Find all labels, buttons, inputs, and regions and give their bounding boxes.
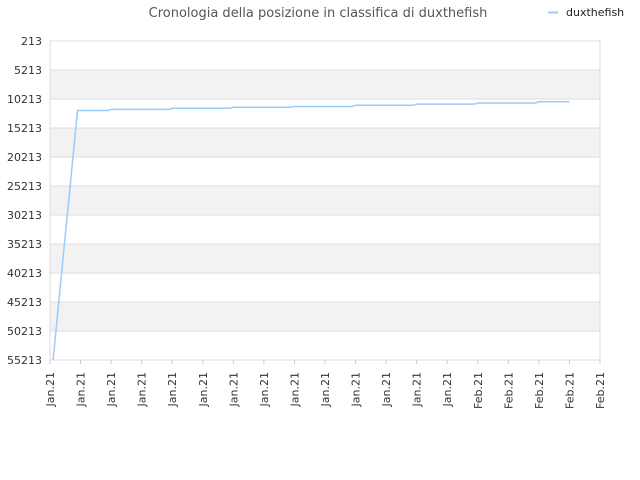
y-tick-label: 30213 — [7, 209, 42, 222]
grid-band — [50, 215, 600, 244]
x-tick-label: Jan.21 — [411, 372, 424, 407]
x-tick-label: Jan.21 — [258, 372, 271, 407]
x-tick-label: Feb.21 — [594, 372, 607, 409]
x-tick-label: Feb.21 — [533, 372, 546, 409]
grid-band — [50, 331, 600, 360]
chart-title: Cronologia della posizione in classifica… — [149, 6, 488, 21]
y-tick-label: 10213 — [7, 93, 42, 106]
x-axis: Jan.21 Jan.21 Jan.21 Jan.21 Jan.21 Jan.21 Jan.… — [44, 360, 607, 409]
y-tick-label: 45213 — [7, 296, 42, 309]
x-tick-label: Jan.21 — [288, 372, 301, 407]
y-tick-label: 40213 — [7, 267, 42, 280]
x-tick-label: Jan.21 — [75, 372, 88, 407]
legend: duxthefish — [548, 6, 624, 19]
y-tick-label: 15213 — [7, 122, 42, 135]
grid-bands — [50, 41, 600, 360]
grid-band — [50, 244, 600, 273]
grid-band — [50, 157, 600, 186]
x-tick-label: Jan.21 — [197, 372, 210, 407]
y-tick-label: 50213 — [7, 325, 42, 338]
y-tick-label: 5213 — [14, 64, 42, 77]
x-tick-label: Jan.21 — [105, 372, 118, 407]
x-tick-label: Jan.21 — [166, 372, 179, 407]
x-tick-label: Jan.21 — [441, 372, 454, 407]
series-layer — [52, 101, 570, 361]
legend-label: duxthefish — [566, 6, 624, 19]
x-tick-label: Jan.21 — [227, 372, 240, 407]
grid-band — [50, 41, 600, 70]
x-tick-label: Feb.21 — [563, 372, 576, 409]
x-tick-label: Jan.21 — [380, 372, 393, 407]
x-tick-label: Jan.21 — [319, 372, 332, 407]
x-tick-label: Jan.21 — [350, 372, 363, 407]
y-tick-label: 20213 — [7, 151, 42, 164]
x-tick-label: Jan.21 — [136, 372, 149, 407]
x-tick-label: Feb.21 — [502, 372, 515, 409]
grid-band — [50, 99, 600, 128]
y-axis: 213 5213 10213 15213 20213 25213 30213 35213 402… — [7, 35, 42, 367]
y-tick-label: 35213 — [7, 238, 42, 251]
grid-band — [50, 273, 600, 302]
grid-band — [50, 128, 600, 157]
grid-band — [50, 302, 600, 331]
y-tick-label: 55213 — [7, 354, 42, 367]
series-line-duxthefish — [52, 101, 570, 361]
x-tick-label: Jan.21 — [44, 372, 57, 407]
x-tick-label: Feb.21 — [472, 372, 485, 409]
y-tick-label: 25213 — [7, 180, 42, 193]
y-tick-label: 213 — [21, 35, 42, 48]
grid-band — [50, 186, 600, 215]
grid-band — [50, 70, 600, 99]
